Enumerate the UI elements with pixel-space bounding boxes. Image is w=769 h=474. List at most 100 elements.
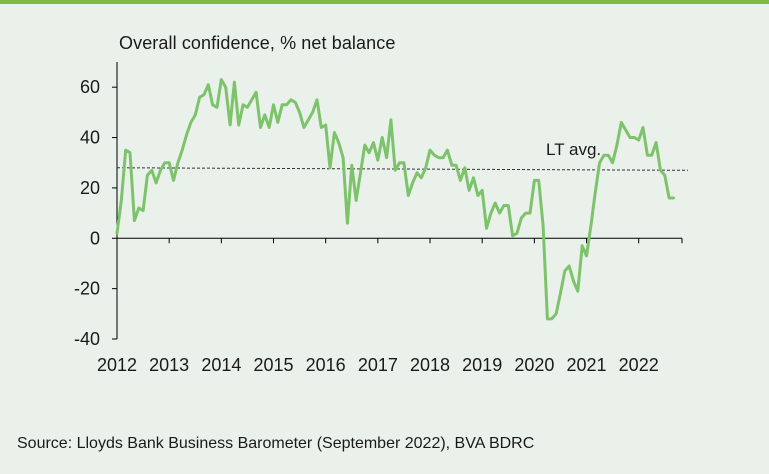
x-tick-label: 2019 bbox=[462, 355, 502, 375]
data-point bbox=[390, 119, 392, 121]
data-point bbox=[307, 119, 310, 121]
data-point bbox=[664, 174, 666, 177]
data-point bbox=[164, 161, 166, 164]
data-point bbox=[129, 151, 131, 154]
data-point bbox=[455, 164, 457, 166]
data-point bbox=[372, 141, 375, 144]
data-point bbox=[503, 204, 505, 207]
data-point bbox=[337, 141, 340, 144]
data-point bbox=[546, 318, 549, 320]
data-point bbox=[633, 136, 636, 139]
data-point bbox=[577, 290, 579, 293]
data-point bbox=[655, 141, 657, 144]
data-point bbox=[272, 104, 275, 106]
data-point bbox=[268, 126, 271, 129]
data-point bbox=[585, 255, 588, 257]
data-point bbox=[346, 222, 349, 224]
data-point bbox=[629, 136, 631, 139]
data-point bbox=[468, 189, 470, 192]
data-point bbox=[398, 161, 401, 164]
data-point bbox=[603, 154, 605, 156]
data-point bbox=[181, 149, 183, 151]
data-point bbox=[407, 194, 410, 197]
data-point bbox=[172, 179, 175, 182]
data-point bbox=[320, 126, 323, 129]
data-point bbox=[216, 106, 218, 109]
data-point bbox=[516, 232, 518, 234]
data-point bbox=[146, 174, 149, 177]
data-point bbox=[124, 149, 127, 151]
data-point bbox=[190, 121, 192, 124]
data-point bbox=[672, 197, 675, 199]
data-point bbox=[559, 292, 562, 295]
data-point bbox=[620, 121, 623, 124]
data-point bbox=[481, 189, 484, 192]
data-point bbox=[642, 126, 644, 129]
x-tick-label: 2017 bbox=[358, 355, 398, 375]
data-point bbox=[637, 139, 640, 141]
data-point bbox=[211, 104, 214, 106]
data-point bbox=[590, 224, 592, 227]
data-point bbox=[159, 169, 162, 172]
data-point bbox=[281, 104, 284, 106]
data-point bbox=[464, 167, 466, 169]
data-point bbox=[333, 131, 336, 134]
data-point bbox=[594, 192, 596, 194]
x-tick-label: 2016 bbox=[306, 355, 346, 375]
data-point bbox=[616, 144, 618, 146]
data-point bbox=[529, 212, 531, 214]
data-point bbox=[207, 83, 210, 86]
data-point bbox=[451, 164, 453, 166]
data-point bbox=[194, 114, 197, 116]
x-tick-label: 2018 bbox=[410, 355, 450, 375]
data-point bbox=[650, 154, 653, 156]
data-point bbox=[394, 169, 397, 172]
data-point bbox=[494, 202, 497, 204]
data-point bbox=[581, 245, 583, 247]
data-point bbox=[324, 124, 327, 126]
data-point bbox=[524, 212, 527, 214]
data-point bbox=[537, 179, 540, 182]
data-point bbox=[246, 106, 249, 109]
data-point bbox=[298, 111, 301, 114]
data-point bbox=[437, 156, 440, 159]
data-point bbox=[607, 154, 610, 156]
data-point bbox=[142, 209, 144, 212]
data-point bbox=[198, 96, 201, 99]
lt-average-label: LT avg. bbox=[546, 140, 601, 159]
lt-average-line bbox=[116, 167, 689, 171]
source-note: Source: Lloyds Bank Business Barometer (… bbox=[17, 435, 535, 452]
data-point bbox=[550, 318, 553, 320]
top-accent-bar bbox=[0, 0, 769, 4]
data-point bbox=[381, 136, 384, 139]
data-point bbox=[120, 199, 123, 202]
data-point bbox=[251, 99, 253, 101]
data-point bbox=[168, 161, 170, 164]
data-point bbox=[498, 212, 501, 214]
y-tick-label: 20 bbox=[80, 178, 100, 198]
y-tick-label: 40 bbox=[80, 128, 100, 148]
data-point bbox=[242, 104, 244, 106]
data-point bbox=[368, 151, 370, 154]
data-point bbox=[485, 227, 488, 229]
data-point bbox=[624, 129, 627, 131]
data-point bbox=[316, 99, 318, 101]
data-point bbox=[185, 134, 188, 136]
data-point bbox=[520, 217, 523, 219]
y-tick-label: -40 bbox=[74, 329, 100, 349]
data-point bbox=[294, 101, 297, 104]
data-point bbox=[177, 161, 179, 164]
x-tick-label: 2020 bbox=[514, 355, 554, 375]
data-point bbox=[411, 182, 414, 184]
data-point bbox=[203, 93, 205, 96]
data-point bbox=[442, 156, 444, 159]
data-point bbox=[151, 169, 153, 172]
data-point bbox=[303, 126, 305, 129]
x-tick-label: 2014 bbox=[201, 355, 241, 375]
data-point bbox=[533, 179, 536, 182]
data-point bbox=[420, 177, 423, 179]
data-point bbox=[568, 265, 570, 267]
data-point bbox=[229, 124, 231, 126]
data-point bbox=[138, 207, 140, 209]
y-tick-label: 0 bbox=[90, 228, 100, 248]
